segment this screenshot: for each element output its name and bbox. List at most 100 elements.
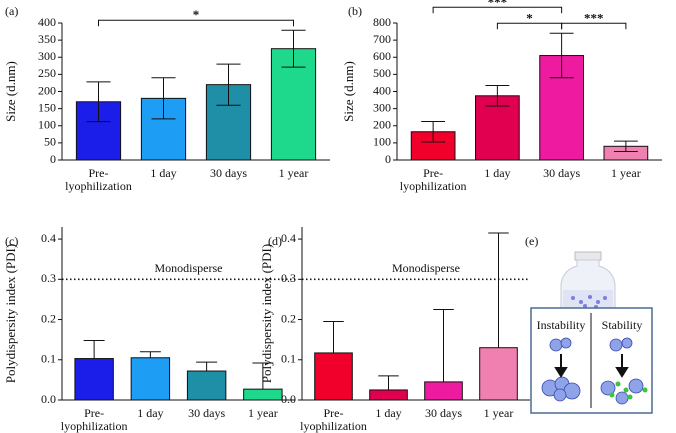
y-tick-label: 0.3 <box>41 271 56 285</box>
bar <box>74 358 114 401</box>
significance-label: * <box>526 10 533 25</box>
error-bar <box>485 85 510 107</box>
x-tick-label-line: lyophilization <box>400 179 467 193</box>
instability-label: Instability <box>537 318 586 332</box>
y-tick-label: 0.2 <box>281 311 296 325</box>
bar <box>186 370 227 401</box>
y-tick-label: 0.0 <box>281 392 296 406</box>
error-bar <box>421 120 446 143</box>
panel-label: (a) <box>5 4 18 18</box>
y-tick-label: 0.4 <box>41 231 56 245</box>
x-tick-label-line: Pre- <box>324 406 344 420</box>
error-bar <box>151 77 176 120</box>
x-tick-label: Pre-lyophilization <box>400 166 467 193</box>
y-tick-label: 0 <box>50 152 56 166</box>
x-tick-label: 1 day <box>375 406 401 420</box>
bar <box>243 388 283 401</box>
particles <box>571 295 607 309</box>
x-tick-label: 30 days <box>210 166 247 180</box>
significance-bracket <box>561 22 627 30</box>
error-bar <box>488 232 509 348</box>
error-bar <box>281 29 306 68</box>
y-tick-label: 800 <box>373 15 391 29</box>
y-tick-label: 350 <box>38 32 56 46</box>
y-tick-label: 400 <box>373 83 391 97</box>
y-tick-label: 300 <box>373 100 391 114</box>
reference-label: Monodisperse <box>155 261 223 275</box>
bar <box>479 347 518 401</box>
y-tick-label: 100 <box>373 135 391 149</box>
y-tick-label: 0.4 <box>281 231 296 245</box>
significance-label: * <box>193 7 200 22</box>
vial-cap <box>574 251 602 261</box>
y-tick-label: 100 <box>38 118 56 132</box>
aggregates <box>541 337 644 405</box>
stability-label: Stability <box>602 318 643 332</box>
arrow <box>554 354 568 378</box>
y-axis-label: Polydispersity index (PDI) <box>3 244 18 383</box>
x-tick-label: 1 day <box>484 166 510 180</box>
bar <box>130 357 171 401</box>
x-tick-label: 30 days <box>425 406 462 420</box>
y-tick-label: 700 <box>373 32 391 46</box>
significance-bracket <box>98 19 294 27</box>
y-tick-label: 50 <box>44 135 56 149</box>
x-tick-label: 30 days <box>543 166 580 180</box>
y-tick-label: 200 <box>38 83 56 97</box>
error-bar <box>433 308 454 382</box>
x-tick-label: 1 year <box>248 406 278 420</box>
error-bar <box>613 140 638 152</box>
x-tick-label-line: lyophilization <box>61 419 128 433</box>
x-tick-label-line: Pre- <box>423 166 443 180</box>
y-tick-label: 500 <box>373 66 391 80</box>
panel-label: (e) <box>525 234 538 248</box>
x-tick-label: 1 year <box>484 406 514 420</box>
x-tick-label-line: lyophilization <box>300 419 367 433</box>
x-tick-label-line: Pre- <box>84 406 104 420</box>
y-tick-label: 400 <box>38 15 56 29</box>
error-bar <box>252 362 274 390</box>
stabilizer <box>609 381 648 400</box>
y-tick-label: 200 <box>373 118 391 132</box>
error-bar <box>139 351 161 358</box>
y-axis-label: Size (d.nm) <box>341 61 356 122</box>
arrow <box>615 354 629 378</box>
x-tick-label: Pre-lyophilization <box>65 166 132 193</box>
x-tick-label: Pre-lyophilization <box>61 406 128 433</box>
x-tick-label: Pre-lyophilization <box>300 406 367 433</box>
x-tick-label: 1 day <box>150 166 176 180</box>
y-tick-label: 250 <box>38 66 56 80</box>
significance-bracket <box>432 6 563 14</box>
reference-label: Monodisperse <box>392 261 460 275</box>
y-tick-label: 300 <box>38 49 56 63</box>
x-tick-label: 1 day <box>137 406 163 420</box>
error-bar <box>549 32 574 79</box>
bar <box>314 352 353 401</box>
error-bar <box>86 81 111 123</box>
y-axis-label: Size (d.nm) <box>3 61 18 122</box>
y-tick-label: 0.3 <box>281 271 296 285</box>
y-tick-label: 0.1 <box>281 352 296 366</box>
panel-label: (b) <box>348 4 362 18</box>
y-tick-label: 0.1 <box>41 352 56 366</box>
bar <box>369 389 408 401</box>
panel-label: (d) <box>268 234 282 248</box>
x-tick-label: 1 year <box>611 166 641 180</box>
vial-liquid <box>563 290 613 312</box>
panel-label: (c) <box>5 234 18 248</box>
y-tick-label: 150 <box>38 100 56 114</box>
y-tick-label: 0.0 <box>41 392 56 406</box>
panel-e: (e) Instability Stability <box>525 234 653 414</box>
x-tick-label: 1 year <box>279 166 309 180</box>
significance-label: *** <box>488 0 508 9</box>
error-bar <box>216 63 241 106</box>
error-bar <box>323 321 344 353</box>
error-bar <box>378 375 399 390</box>
x-tick-label-line: lyophilization <box>65 179 132 193</box>
y-tick-label: 0.2 <box>41 311 56 325</box>
error-bar <box>83 339 105 359</box>
y-axis-label: Polydispersity index (PDI) <box>259 244 274 383</box>
bar <box>424 381 463 401</box>
y-tick-label: 0 <box>385 152 391 166</box>
